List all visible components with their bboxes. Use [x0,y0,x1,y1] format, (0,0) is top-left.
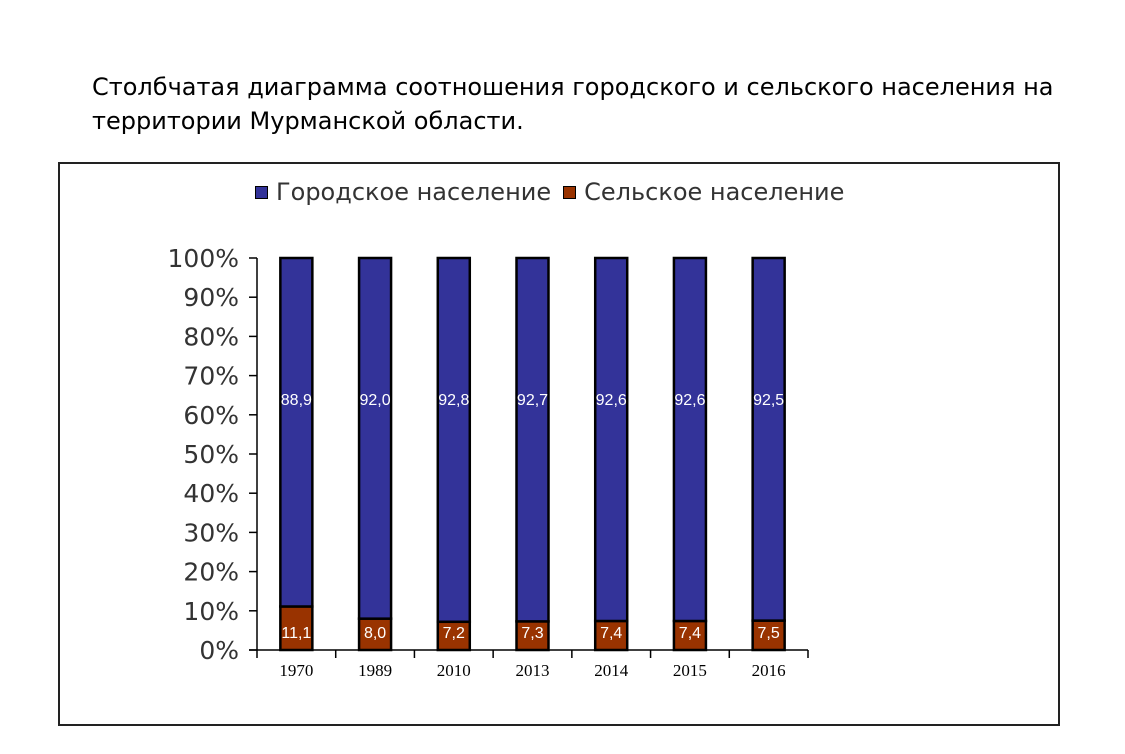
legend-label-urban: Городское население [276,178,552,206]
y-tick-label: 10% [183,597,239,626]
y-tick-label: 40% [183,479,239,508]
legend-label-rural: Сельское население [584,178,845,206]
bar-label-rural: 7,4 [600,625,622,642]
y-tick-label: 20% [183,558,239,587]
x-tick-label: 1970 [279,661,313,680]
legend-swatch-rural [563,185,577,199]
y-tick-label: 30% [183,518,239,547]
legend-item-urban: Городское население [255,178,551,206]
legend-item-rural: Сельское население [563,178,844,206]
bar-label-rural: 7,2 [443,625,465,642]
y-tick-label: 70% [183,362,239,391]
bar-urban [751,256,786,622]
y-tick-label: 80% [183,322,239,351]
bar-label-rural: 7,5 [758,625,780,642]
bar-label-urban: 92,7 [517,392,548,409]
bar-label-urban: 92,0 [360,392,391,409]
y-tick-label: 60% [183,401,239,430]
bar-rural [515,620,550,652]
bar-label-urban: 92,6 [596,392,627,409]
x-tick-label: 1989 [358,661,392,680]
chart-frame [58,162,1060,726]
bar-label-urban: 92,5 [753,392,784,409]
bar-rural [593,619,629,652]
bar-urban [515,256,550,623]
x-tick-label: 2014 [594,661,629,680]
bar-label-rural: 7,4 [679,625,701,642]
legend-swatch-urban [255,185,268,199]
bar-label-rural: 7,3 [521,625,543,642]
bar-rural [279,605,314,652]
bar-label-rural: 11,1 [281,625,311,642]
y-tick-label: 0% [199,636,239,665]
bar-rural [436,620,472,652]
page-title: Столбчатая диаграмма соотношения городск… [92,73,1054,135]
bar-urban [279,256,314,608]
bar-rural [672,619,708,652]
bar-label-urban: 92,8 [438,392,469,409]
y-tick-label: 100% [168,244,239,273]
bar-label-urban: 88,9 [281,392,312,409]
x-tick-label: 2015 [673,661,707,680]
bar-label-rural: 8,0 [364,625,386,642]
y-tick-label: 50% [183,440,239,469]
y-tick-label: 90% [183,283,239,312]
bar-label-urban: 92,6 [674,392,705,409]
bar-rural [357,617,393,652]
bar-urban [672,256,708,623]
bar-urban [357,256,393,620]
x-tick-label: 2016 [752,661,786,680]
chart-legend: Городское население Сельское население [255,178,856,206]
x-tick-label: 2013 [516,661,550,680]
x-tick-label: 2010 [437,661,471,680]
bar-urban [593,256,629,623]
bar-urban [436,256,472,624]
